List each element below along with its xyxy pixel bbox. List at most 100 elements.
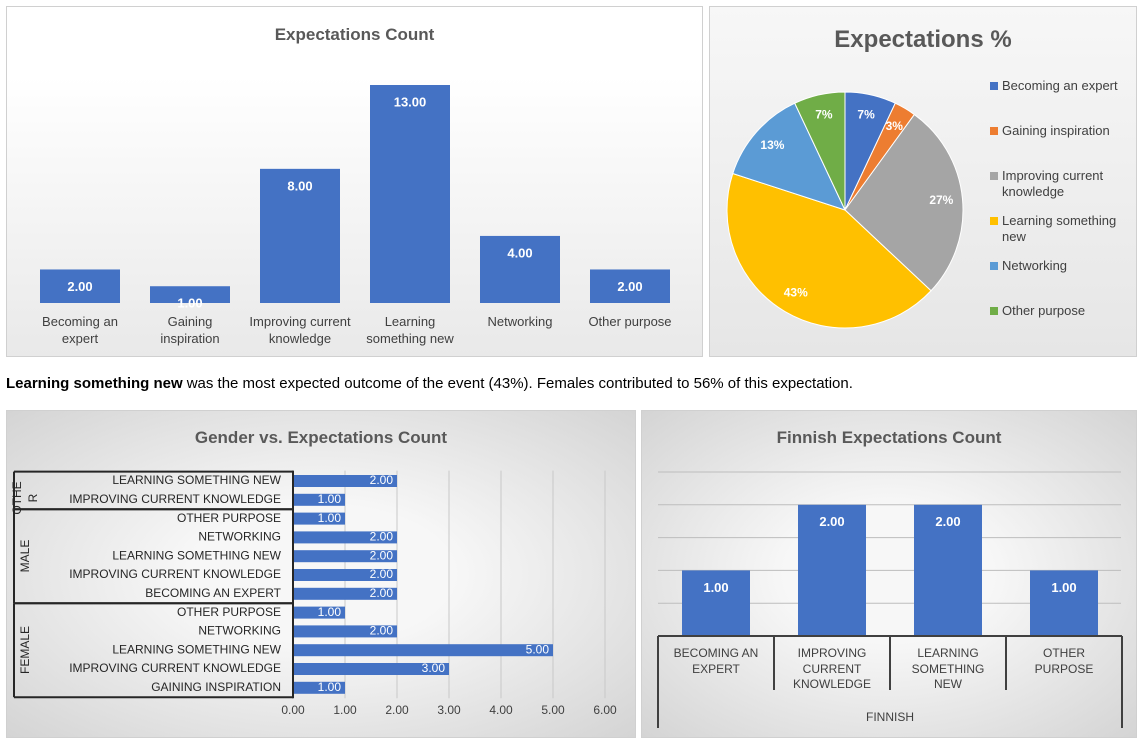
legend-label: Becoming an expert xyxy=(1002,78,1118,93)
bar xyxy=(293,681,345,694)
value-label: 4.00 xyxy=(507,245,532,260)
x-tick-label: Other purpose xyxy=(588,314,672,329)
y-tick-label: GAINING INSPIRATION xyxy=(151,680,281,694)
x-tick-label: 3.00 xyxy=(437,703,461,717)
value-label: 2.00 xyxy=(370,567,394,581)
y-tick-label: OTHER PURPOSE xyxy=(177,605,281,619)
bar xyxy=(293,475,397,487)
bar xyxy=(260,168,340,303)
bar xyxy=(293,493,345,506)
y-tick-label: LEARNING SOMETHING NEW xyxy=(112,548,281,562)
bar xyxy=(798,504,866,636)
value-label: 2.00 xyxy=(370,624,394,638)
legend-swatch xyxy=(990,172,998,180)
x-tick-label: 1.00 xyxy=(333,703,357,717)
value-label: 7% xyxy=(815,108,833,122)
summary-highlight: Learning something new xyxy=(6,375,183,392)
group-label: MALE xyxy=(18,539,32,573)
bar xyxy=(682,570,750,636)
chart-title: Gender vs. Expectations Count xyxy=(194,428,448,447)
legend-swatch xyxy=(990,262,998,270)
y-tick-label: LEARNING SOMETHING NEW xyxy=(112,642,281,656)
legend-label: Other purpose xyxy=(1002,303,1086,318)
y-tick-label: BECOMING AN EXPERT xyxy=(145,586,281,600)
legend-label: Gaining inspiration xyxy=(1002,123,1110,138)
x-tick-label: 4.00 xyxy=(489,703,513,717)
bar xyxy=(293,531,397,544)
bar xyxy=(293,569,397,581)
value-label: 27% xyxy=(929,193,953,207)
pie-slice xyxy=(794,91,846,211)
x-tick-label: Learning something new xyxy=(366,314,454,346)
bar xyxy=(150,286,230,303)
value-label: 7% xyxy=(857,108,875,122)
value-label: 1.00 xyxy=(318,492,342,506)
value-label: 2.00 xyxy=(370,473,394,487)
x-tick-label: 6.00 xyxy=(593,703,617,717)
value-label: 1.00 xyxy=(703,580,728,595)
bar xyxy=(370,85,450,303)
value-label: 5.00 xyxy=(526,642,550,656)
value-label: 1.00 xyxy=(318,680,342,694)
legend-swatch xyxy=(990,127,998,135)
value-label: 2.00 xyxy=(370,586,394,600)
chart-title: Finnish Expectations Count xyxy=(776,428,1002,447)
value-label: 1.00 xyxy=(1051,580,1076,595)
x-tick-label: Gaining inspiration xyxy=(160,314,220,346)
pie-slice xyxy=(726,172,932,329)
y-tick-label: IMPROVING CURRENT KNOWLEDGE xyxy=(69,492,281,506)
legend-swatch xyxy=(990,307,998,315)
x-tick-label: BECOMING AN EXPERT xyxy=(673,646,759,676)
legend-label: Learning something new xyxy=(1002,213,1117,245)
x-tick-label: OTHER PURPOSE xyxy=(1034,646,1094,676)
value-label: 13.00 xyxy=(394,94,427,109)
pie-slice xyxy=(844,113,964,292)
value-label: 3% xyxy=(886,119,904,133)
bar xyxy=(590,269,670,303)
value-label: 2.00 xyxy=(67,279,92,294)
value-label: 43% xyxy=(784,285,808,299)
y-tick-label: OTHER PURPOSE xyxy=(177,511,281,525)
group-label: FEMALE xyxy=(18,626,32,675)
value-label: 1.00 xyxy=(318,511,342,525)
x-tick-label: LEARNING SOMETHING NEW xyxy=(911,646,985,692)
legend-label: Networking xyxy=(1002,258,1068,273)
group-label: FINNISH xyxy=(866,710,914,724)
bar xyxy=(293,587,397,600)
x-tick-label: 0.00 xyxy=(281,703,305,717)
legend-swatch xyxy=(990,82,998,90)
chart-panel xyxy=(6,6,703,357)
x-tick-label: 2.00 xyxy=(385,703,409,717)
bar xyxy=(1030,570,1098,636)
y-tick-label: NETWORKING xyxy=(198,624,281,638)
y-tick-label: NETWORKING xyxy=(198,530,281,544)
value-label: 3.00 xyxy=(422,661,446,675)
value-label: 2.00 xyxy=(935,514,960,529)
bar xyxy=(293,644,553,657)
x-tick-label: 5.00 xyxy=(541,703,565,717)
chart-title: Expectations Count xyxy=(274,25,435,44)
value-label: 2.00 xyxy=(819,514,844,529)
value-label: 2.00 xyxy=(370,548,394,562)
legend-label: Improving current knowledge xyxy=(1002,168,1104,200)
value-label: 2.00 xyxy=(617,279,642,294)
bar xyxy=(293,663,449,675)
bar xyxy=(293,606,345,619)
summary: Learning something new was the most expec… xyxy=(6,375,853,392)
x-tick-label: Improving current knowledge xyxy=(249,314,351,346)
summary-text: was the most expected outcome of the eve… xyxy=(186,375,853,392)
value-label: 2.00 xyxy=(370,530,394,544)
y-tick-label: IMPROVING CURRENT KNOWLEDGE xyxy=(69,567,281,581)
x-tick-label: Becoming an expert xyxy=(42,314,118,346)
value-label: 1.00 xyxy=(318,605,342,619)
legend-swatch xyxy=(990,217,998,225)
x-tick-label: IMPROVING CURRENT KNOWLEDGE xyxy=(792,646,871,692)
bar xyxy=(914,504,982,636)
x-tick-label: Networking xyxy=(487,314,553,329)
value-label: 8.00 xyxy=(287,178,312,193)
value-label: 1.00 xyxy=(177,296,202,311)
bar xyxy=(293,512,345,525)
bar xyxy=(480,235,560,303)
